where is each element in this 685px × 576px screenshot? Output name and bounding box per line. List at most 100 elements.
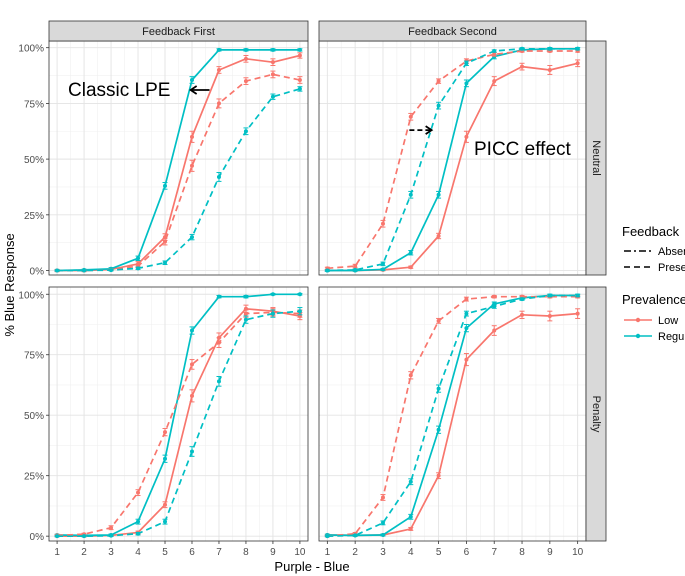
data-point — [380, 267, 385, 272]
series-line — [327, 47, 578, 272]
data-point — [243, 129, 248, 134]
series-line — [57, 311, 300, 537]
data-point — [353, 267, 358, 272]
legend-feedback-title: Feedback — [622, 224, 680, 239]
panel-2: 0% 25% 50% 75% 100% 1 2 3 4 5 6 7 8 9 10 — [18, 286, 309, 558]
data-point — [436, 79, 441, 84]
data-point — [109, 268, 114, 273]
series-line — [327, 47, 578, 272]
data-point — [216, 379, 221, 384]
x-tick-label: 1 — [325, 547, 331, 558]
annotation-text: PICC effect — [474, 139, 572, 160]
x-tick-label: 6 — [189, 547, 195, 558]
data-point — [436, 192, 441, 197]
data-point — [408, 192, 413, 197]
legend-feedback-item-absent: Absent — [658, 246, 685, 258]
data-point — [520, 297, 525, 302]
x-tick-label: 6 — [464, 547, 470, 558]
legend-feedback-item-present: Present — [658, 262, 685, 274]
data-point — [492, 79, 497, 84]
panel-0: Feedback First 0% 25% 50% 75% 100% Classic LPE — [18, 20, 309, 278]
data-point — [55, 268, 60, 273]
data-point — [243, 317, 248, 322]
data-point — [216, 101, 221, 106]
data-point — [492, 52, 497, 57]
y-tick-label: 100% — [18, 44, 44, 55]
data-point — [492, 49, 497, 54]
data-point — [408, 114, 413, 119]
facet-label-row: Neutral — [590, 140, 602, 175]
data-point — [547, 67, 552, 72]
data-point — [547, 293, 552, 298]
data-point — [55, 534, 60, 539]
annotation: PICC effect — [409, 125, 572, 160]
data-point — [109, 533, 114, 538]
data-point — [380, 495, 385, 500]
data-point — [436, 318, 441, 323]
x-tick-label: 4 — [408, 547, 414, 558]
data-point — [436, 234, 441, 238]
x-tick-label: 5 — [436, 547, 442, 558]
data-point — [109, 525, 114, 530]
data-point — [547, 314, 552, 319]
y-axis-title: % Blue Response — [2, 233, 17, 336]
data-point — [408, 373, 413, 378]
data-point — [216, 340, 221, 345]
data-point — [408, 479, 413, 484]
data-point — [270, 60, 275, 65]
data-point — [243, 79, 248, 84]
annotation-arrow-head — [189, 85, 198, 95]
data-point — [297, 47, 302, 52]
data-point — [492, 328, 497, 333]
data-point — [436, 473, 441, 478]
data-point — [297, 53, 302, 58]
panel-3: Penalty 1 2 3 4 5 6 7 8 9 10 — [318, 286, 607, 558]
data-point — [163, 183, 168, 188]
data-point — [408, 526, 413, 531]
y-tick-label: 25% — [24, 472, 44, 483]
x-axis-title: Purple - Blue — [274, 559, 349, 574]
x-tick-label: 10 — [572, 547, 584, 558]
facet-strip-right — [585, 40, 607, 276]
y-tick-label: 75% — [24, 351, 44, 362]
series-regular-present — [54, 86, 303, 273]
data-point — [163, 456, 168, 461]
data-point — [136, 490, 141, 495]
data-point — [436, 427, 441, 432]
legend-prevalence-item-low: Low — [658, 315, 678, 327]
data-point — [520, 64, 525, 69]
x-tick-label: 3 — [108, 547, 114, 558]
data-point — [270, 47, 275, 52]
series-line — [57, 310, 300, 538]
data-point — [408, 250, 413, 255]
series-regular-present — [54, 307, 303, 539]
data-point — [408, 265, 413, 270]
y-tick-label: 0% — [30, 267, 45, 278]
data-point — [492, 304, 497, 309]
data-point — [243, 311, 248, 316]
series-regular-present — [324, 46, 581, 273]
x-tick-label: 7 — [216, 547, 222, 558]
data-point — [243, 56, 248, 61]
data-point — [297, 292, 302, 297]
data-point — [136, 531, 141, 536]
data-point — [575, 311, 580, 316]
data-point — [189, 163, 194, 168]
x-tick-label: 2 — [81, 547, 87, 558]
axis-titles: Purple - Blue % Blue Response — [2, 233, 350, 574]
data-point — [136, 519, 141, 524]
series-line — [57, 88, 301, 272]
data-point — [82, 268, 87, 273]
data-point — [464, 134, 469, 139]
x-tick-label: 10 — [294, 547, 306, 558]
facet-label-row: Penalty — [590, 396, 602, 433]
series-line — [327, 50, 578, 270]
x-tick-label: 7 — [491, 547, 497, 558]
data-point — [297, 309, 302, 314]
data-point — [216, 294, 221, 299]
legend-prevalence-keys — [624, 317, 652, 339]
data-point — [243, 47, 248, 52]
data-point — [575, 293, 580, 298]
